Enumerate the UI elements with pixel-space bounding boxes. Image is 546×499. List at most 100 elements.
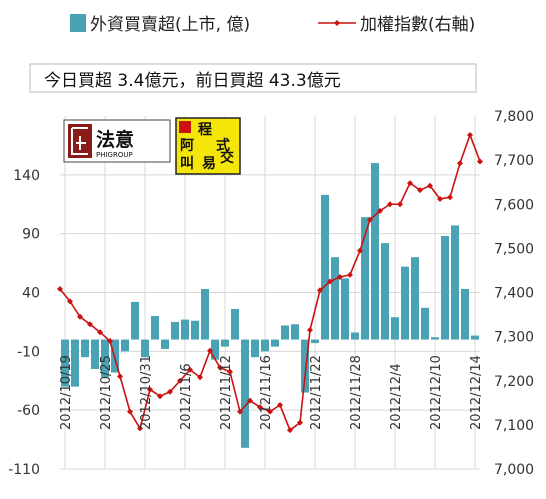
bar xyxy=(241,339,249,448)
bar xyxy=(211,339,219,360)
legend-line-marker xyxy=(334,20,340,26)
bar xyxy=(81,339,89,358)
phigroup-logo-glyph xyxy=(71,127,88,155)
left-axis-tick-labels: 140 90 40 -10 -60 -110 xyxy=(8,168,40,478)
index-point xyxy=(407,180,413,187)
bar xyxy=(251,339,259,358)
legend-bar-swatch xyxy=(70,14,86,32)
index-point xyxy=(417,187,423,194)
bar xyxy=(471,335,479,340)
ah-cheng-logo-mark xyxy=(179,121,191,133)
index-point xyxy=(307,327,313,334)
index-point xyxy=(257,404,263,411)
x-tick-label: 2012/10/19 xyxy=(59,355,74,430)
index-point xyxy=(297,419,303,426)
bar xyxy=(441,236,449,340)
annotation-box: 今日買超 3.4億元，前日買超 43.3億元 xyxy=(29,63,477,93)
bar xyxy=(101,339,109,378)
bar xyxy=(271,339,279,347)
index-point xyxy=(357,247,363,254)
ah-cheng-trading-logo: 程 阿 式 叫 易 交 xyxy=(175,117,241,175)
index-point xyxy=(227,368,233,375)
left-tick-label: 40 xyxy=(22,286,40,302)
index-point xyxy=(397,201,403,208)
left-tick-label: -110 xyxy=(8,462,40,478)
bar xyxy=(91,339,99,369)
index-point xyxy=(477,158,483,165)
index-point xyxy=(97,329,103,336)
bar xyxy=(301,339,309,393)
bar xyxy=(221,339,229,347)
bar xyxy=(341,278,349,340)
bar xyxy=(461,288,469,340)
index-point xyxy=(277,402,283,409)
ah-cheng-logo-char-4: 叫 xyxy=(180,155,194,172)
phigroup-logo: 法意 PHIGROUP xyxy=(63,119,171,163)
index-point xyxy=(457,160,463,167)
left-tick-label: -60 xyxy=(17,403,40,419)
bar xyxy=(431,337,439,340)
bar xyxy=(171,321,179,340)
index-point xyxy=(427,182,433,189)
ah-cheng-logo-char-6: 交 xyxy=(220,149,234,166)
ah-cheng-logo-char-2: 阿 xyxy=(180,138,194,154)
index-point xyxy=(77,313,83,320)
x-tick-label: 2012/11/28 xyxy=(349,355,364,430)
right-tick-label: 7,100 xyxy=(494,418,534,434)
index-point xyxy=(127,408,133,415)
index-point xyxy=(107,338,113,345)
bar xyxy=(131,301,139,340)
ah-cheng-logo-char-3: 式 xyxy=(216,137,230,154)
bar xyxy=(281,325,289,340)
right-tick-label: 7,700 xyxy=(494,153,534,169)
x-tick-label: 2012/11/6 xyxy=(179,363,194,430)
bar xyxy=(411,257,419,340)
index-point xyxy=(387,201,393,208)
index-point xyxy=(337,274,343,281)
right-axis-tick-labels: 7,800 7,700 7,600 7,500 7,400 7,300 7,200 7,100… xyxy=(494,109,534,478)
bar xyxy=(181,319,189,340)
bar xyxy=(61,339,69,387)
bar xyxy=(231,308,239,340)
right-tick-label: 7,500 xyxy=(494,241,534,257)
x-axis-tick-labels: 2012/10/19 2012/10/25 2012/10/31 2012/11/6 2… xyxy=(59,355,484,430)
bar xyxy=(151,316,159,340)
right-tick-label: 7,800 xyxy=(494,109,534,125)
index-point xyxy=(347,271,353,278)
index-point xyxy=(367,216,373,223)
right-tick-label: 7,400 xyxy=(494,286,534,302)
index-point xyxy=(117,373,123,380)
ah-cheng-logo-char-1: 程 xyxy=(198,122,212,138)
bar xyxy=(201,288,209,340)
index-point xyxy=(287,427,293,434)
legend-bar-label: 外資買賣超(上市, 億) xyxy=(90,15,250,35)
bar-series xyxy=(61,163,479,448)
annotation-text: 今日買超 3.4億元，前日買超 43.3億元 xyxy=(44,71,341,91)
bar xyxy=(381,243,389,340)
index-point xyxy=(467,131,473,138)
legend-line-label: 加權指數(右軸) xyxy=(360,15,475,35)
x-tick-label: 2012/12/4 xyxy=(389,363,404,430)
index-point xyxy=(67,298,73,305)
right-tick-label: 7,000 xyxy=(494,462,534,478)
index-point xyxy=(157,393,163,400)
x-tick-label: 2012/12/14 xyxy=(469,355,484,430)
index-point xyxy=(327,278,333,285)
left-tick-label: 90 xyxy=(22,227,40,243)
x-tick-label: 2012/11/12 xyxy=(219,355,234,430)
index-point xyxy=(187,366,193,373)
x-tick-label: 2012/10/31 xyxy=(139,355,154,430)
index-point xyxy=(167,388,173,395)
x-tick-label: 2012/11/22 xyxy=(309,355,324,430)
index-point xyxy=(377,207,383,214)
bar xyxy=(141,339,149,358)
x-tick-label: 2012/11/16 xyxy=(259,355,274,430)
index-point xyxy=(147,386,153,393)
index-point xyxy=(57,285,63,292)
index-point xyxy=(87,321,93,328)
bar xyxy=(351,332,359,340)
index-point xyxy=(137,425,143,432)
right-tick-label: 7,600 xyxy=(494,197,534,213)
